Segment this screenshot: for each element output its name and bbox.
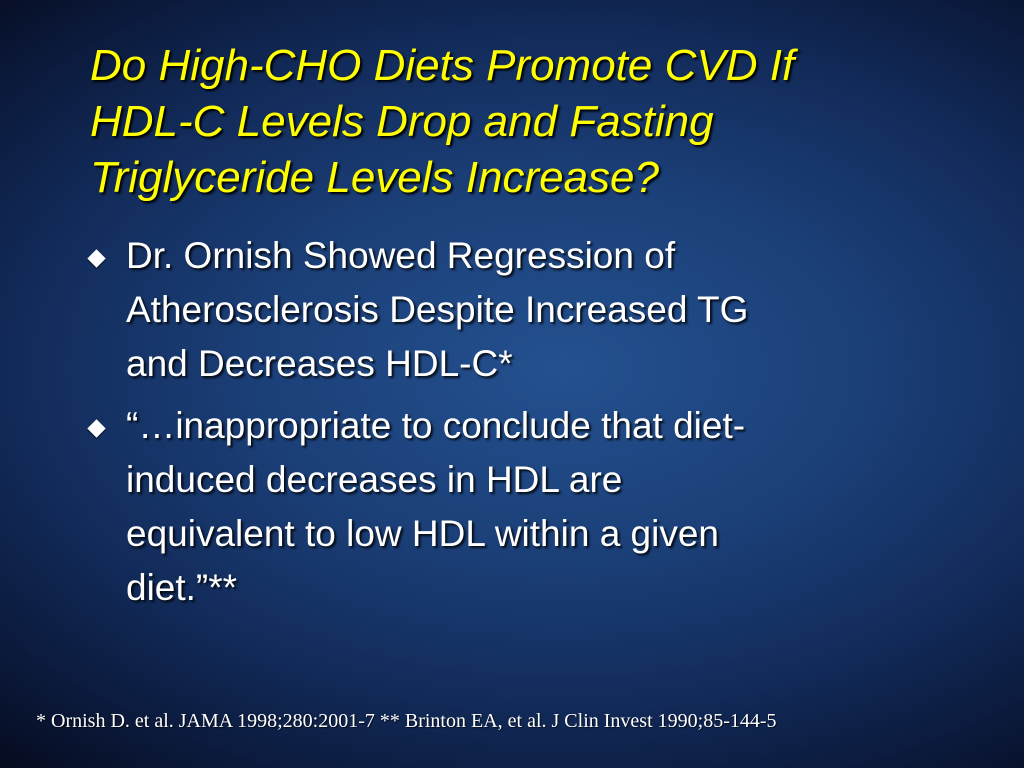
bullet-2-line-2: induced decreases in HDL are [126, 459, 623, 500]
bullet-2-line-1: “…inappropriate to conclude that diet- [126, 405, 746, 446]
footnote-references: * Ornish D. et al. JAMA 1998;280:2001-7 … [36, 710, 777, 732]
title-line-3: Triglyceride Levels Increase? [90, 153, 659, 202]
slide-title: Do High-CHO Diets Promote CVD If HDL-C L… [90, 38, 970, 206]
bullet-1-line-2: Atherosclerosis Despite Increased TG [126, 289, 749, 330]
bullet-2-line-4: diet.”** [126, 567, 238, 608]
title-line-2: HDL-C Levels Drop and Fasting [90, 97, 714, 146]
bullet-item-quote: “…inappropriate to conclude that diet- i… [87, 399, 918, 615]
bullet-1-line-3: and Decreases HDL-C* [126, 343, 513, 384]
bullet-item-ornish-regression: Dr. Ornish Showed Regression of Atherosc… [87, 229, 918, 391]
bullet-2-line-3: equivalent to low HDL within a given [126, 513, 720, 554]
bullet-1-line-1: Dr. Ornish Showed Regression of [126, 235, 676, 276]
title-line-1: Do High-CHO Diets Promote CVD If [90, 41, 795, 90]
diamond-bullet-icon [87, 419, 106, 438]
bullet-list: Dr. Ornish Showed Regression of Atherosc… [87, 229, 918, 615]
diamond-bullet-icon [87, 249, 106, 268]
